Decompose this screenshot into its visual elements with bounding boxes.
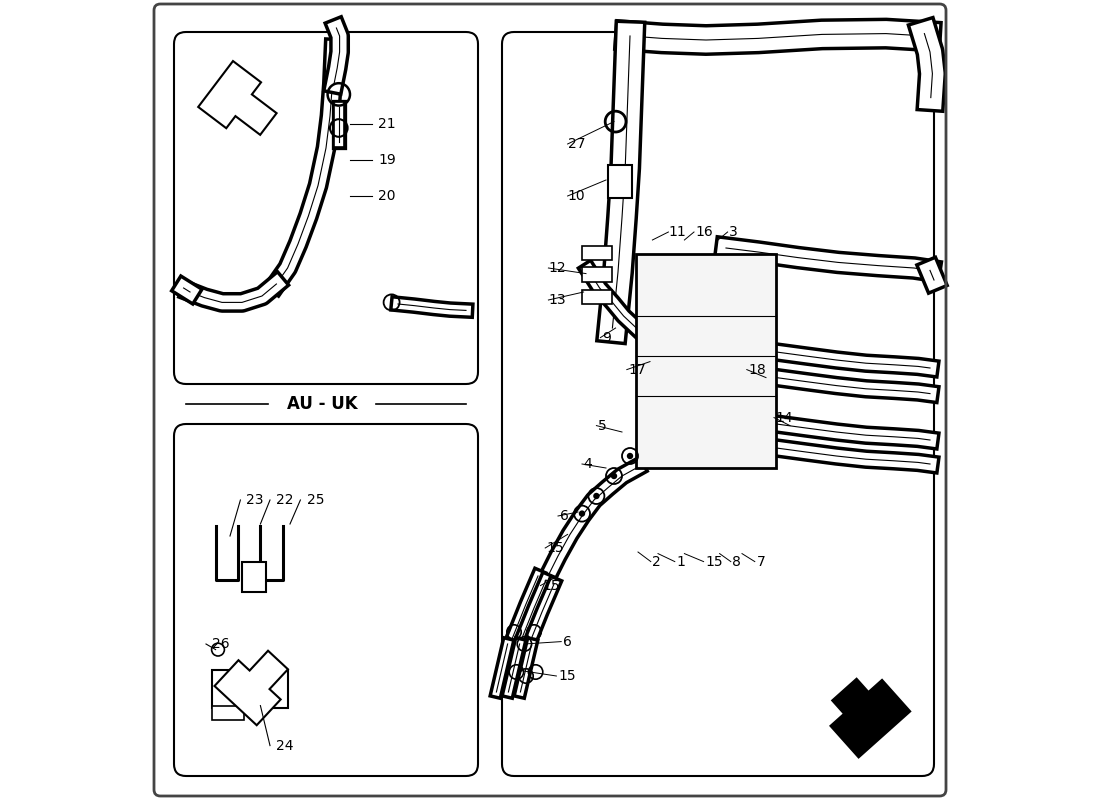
FancyBboxPatch shape bbox=[174, 424, 479, 776]
Bar bbox=[582, 267, 613, 282]
Text: 21: 21 bbox=[378, 117, 396, 131]
Text: 24: 24 bbox=[276, 738, 294, 753]
Circle shape bbox=[579, 510, 585, 517]
Bar bbox=[637, 254, 777, 468]
Text: 10: 10 bbox=[568, 189, 585, 203]
Bar bbox=[212, 706, 244, 720]
Polygon shape bbox=[830, 678, 910, 758]
Text: 6: 6 bbox=[560, 509, 569, 523]
Text: AU - UK: AU - UK bbox=[287, 395, 358, 413]
Text: 25: 25 bbox=[307, 493, 324, 507]
Text: 14: 14 bbox=[776, 410, 793, 425]
Bar bbox=[582, 290, 613, 304]
Circle shape bbox=[627, 453, 634, 459]
Circle shape bbox=[593, 493, 600, 499]
Text: 7: 7 bbox=[757, 554, 766, 569]
FancyBboxPatch shape bbox=[174, 32, 479, 384]
Text: eurospares: eurospares bbox=[626, 386, 810, 414]
Text: eurospares: eurospares bbox=[256, 254, 388, 274]
Text: 12: 12 bbox=[549, 261, 566, 275]
Bar bbox=[582, 246, 613, 260]
Text: 6: 6 bbox=[563, 634, 572, 649]
Text: 15: 15 bbox=[547, 541, 564, 555]
Text: 11: 11 bbox=[669, 225, 686, 239]
Text: 8: 8 bbox=[733, 554, 741, 569]
Text: 16: 16 bbox=[695, 225, 713, 239]
Text: 26: 26 bbox=[212, 637, 230, 651]
Text: 22: 22 bbox=[276, 493, 294, 507]
Polygon shape bbox=[214, 650, 288, 726]
Text: 18: 18 bbox=[748, 362, 766, 377]
Circle shape bbox=[610, 473, 617, 479]
FancyBboxPatch shape bbox=[502, 32, 934, 776]
Text: 15: 15 bbox=[705, 554, 723, 569]
Text: 19: 19 bbox=[378, 153, 396, 167]
Text: 3: 3 bbox=[729, 225, 738, 239]
Bar bbox=[212, 670, 288, 708]
Text: eurospares: eurospares bbox=[256, 610, 388, 630]
Text: 27: 27 bbox=[568, 137, 585, 151]
Text: 20: 20 bbox=[378, 189, 396, 203]
Bar bbox=[607, 165, 631, 198]
Text: 15: 15 bbox=[542, 578, 560, 593]
Text: 15: 15 bbox=[558, 669, 575, 683]
Text: 5: 5 bbox=[598, 418, 607, 433]
Text: 23: 23 bbox=[246, 493, 264, 507]
Text: 1: 1 bbox=[676, 554, 685, 569]
Bar bbox=[242, 562, 266, 592]
Text: 9: 9 bbox=[602, 330, 610, 345]
Polygon shape bbox=[198, 61, 276, 135]
Text: 13: 13 bbox=[549, 293, 566, 307]
Text: 2: 2 bbox=[652, 554, 661, 569]
Text: 4: 4 bbox=[584, 457, 592, 471]
Text: 17: 17 bbox=[628, 362, 646, 377]
